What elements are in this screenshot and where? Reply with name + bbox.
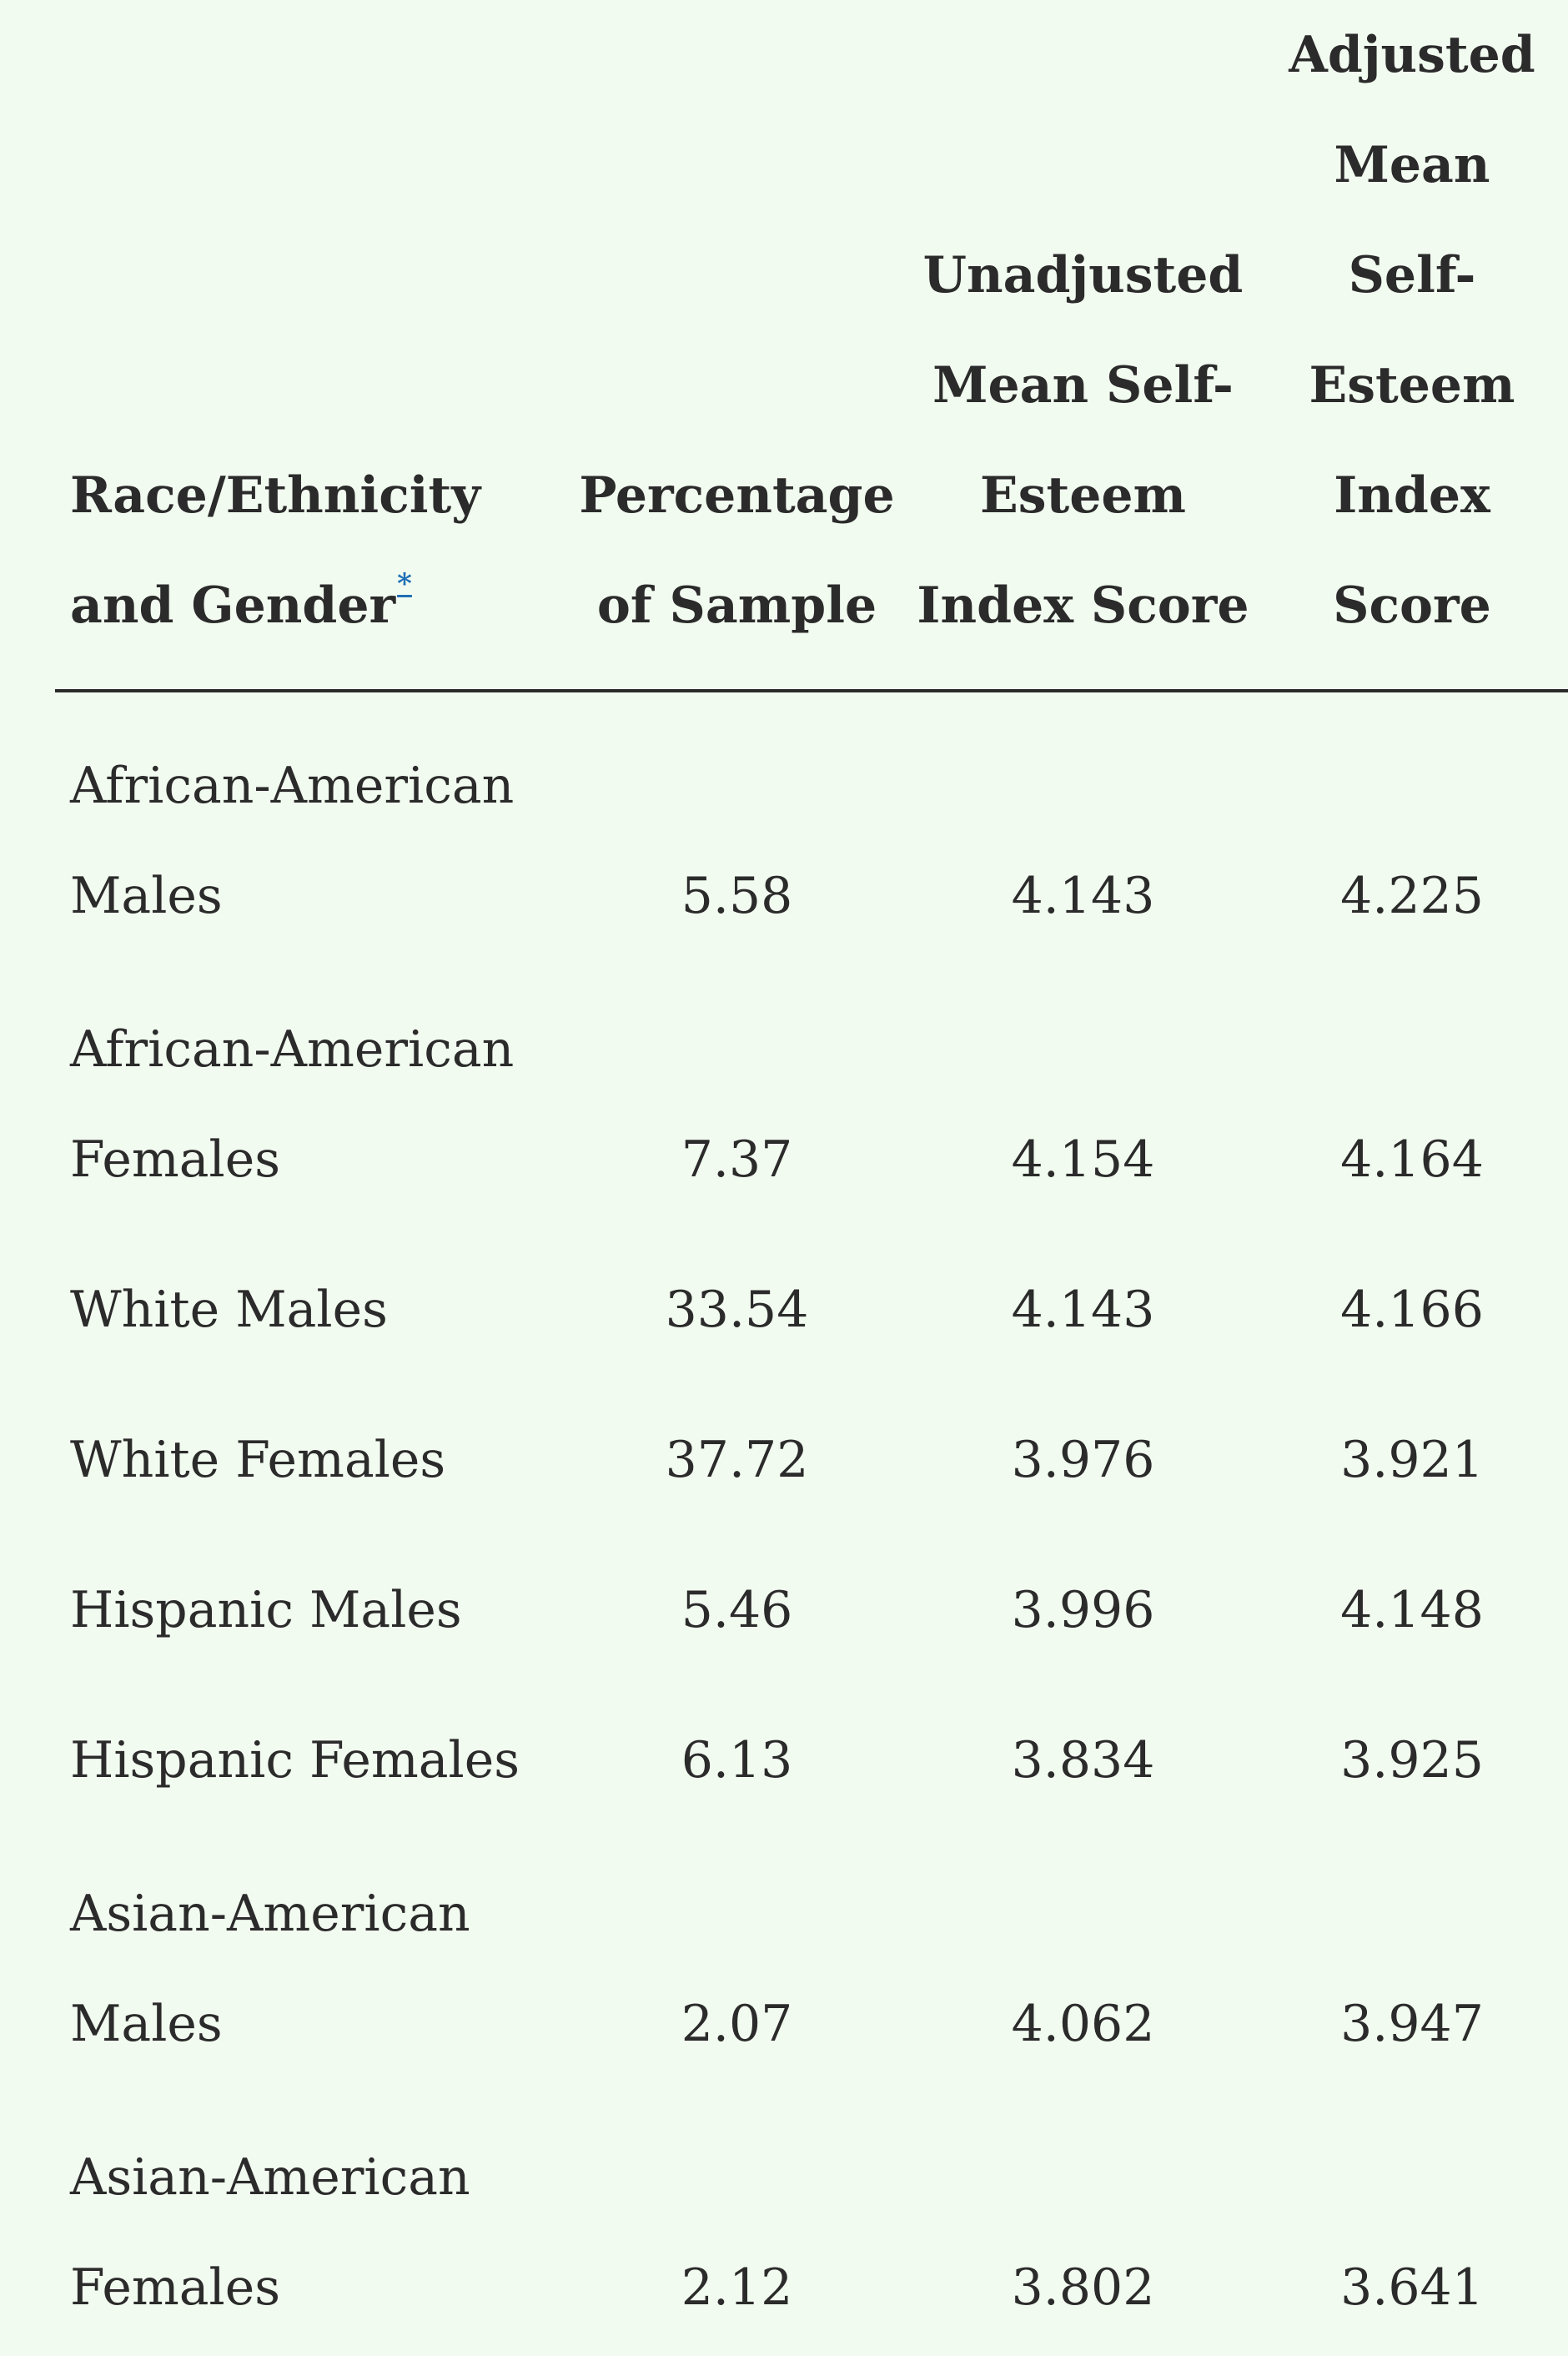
row-percentage: 7.37 [681, 1130, 793, 1189]
row-label: Asian-American Females [70, 2148, 470, 2317]
row-label: Hispanic Females [70, 1731, 520, 1790]
row-label: African-American Males [70, 757, 515, 925]
table-body: African-American Males 5.58 4.143 4.225 … [55, 691, 1568, 2356]
row-adjusted-score: 3.641 [1340, 2258, 1484, 2317]
row-adjusted-score: 3.947 [1340, 1995, 1484, 2053]
self-esteem-table: Race/Ethnicity and Gender* Percentage of… [55, 0, 1568, 2356]
row-unadjusted-score: 4.154 [1011, 1130, 1155, 1189]
row-adjusted-score: 4.225 [1340, 867, 1484, 925]
row-unadjusted-score: 3.802 [1011, 2258, 1155, 2317]
row-percentage: 6.13 [681, 1731, 793, 1790]
row-adjusted-score: 4.148 [1340, 1581, 1484, 1639]
row-percentage: 2.12 [681, 2258, 793, 2317]
table-row: White Females 37.72 3.976 3.921 [55, 1378, 1568, 1528]
row-adjusted-score: 4.164 [1340, 1130, 1484, 1189]
row-percentage: 5.46 [681, 1581, 793, 1639]
header-label-line1: Race/Ethnicity [70, 466, 481, 525]
table-row: White Males 33.54 4.143 4.166 [55, 1228, 1568, 1378]
table-row: Asian-American Males 2.07 4.062 3.947 [55, 1829, 1568, 2092]
header-adjusted-mean-score: Adjusted Mean Self-Esteem Index Score [1256, 0, 1568, 692]
row-unadjusted-score: 3.996 [1011, 1581, 1155, 1639]
header-row: Race/Ethnicity and Gender* Percentage of… [55, 0, 1568, 692]
row-unadjusted-score: 4.143 [1011, 1281, 1155, 1339]
row-unadjusted-score: 4.143 [1011, 867, 1155, 925]
row-label: White Males [70, 1281, 388, 1339]
table-row: African-American Males 5.58 4.143 4.225 [55, 691, 1568, 964]
header-label-line2: and Gender [70, 576, 396, 635]
row-label: Hispanic Males [70, 1581, 462, 1639]
row-adjusted-score: 4.166 [1340, 1281, 1484, 1339]
row-unadjusted-score: 4.062 [1011, 1995, 1155, 2053]
row-adjusted-score: 3.925 [1340, 1731, 1484, 1790]
row-label: White Females [70, 1431, 446, 1489]
table-row: Hispanic Females 6.13 3.834 3.925 [55, 1679, 1568, 1829]
header-race-ethnicity-gender: Race/Ethnicity and Gender* [55, 0, 564, 692]
table-row: Asian-American Females 2.12 3.802 3.641 [55, 2092, 1568, 2356]
row-label: African-American Females [70, 1020, 515, 1189]
row-percentage: 5.58 [681, 867, 793, 925]
table-row: African-American Females 7.37 4.154 4.16… [55, 964, 1568, 1228]
row-adjusted-score: 3.921 [1340, 1431, 1484, 1489]
table-header: Race/Ethnicity and Gender* Percentage of… [55, 0, 1568, 692]
row-percentage: 37.72 [665, 1431, 809, 1489]
page: Race/Ethnicity and Gender* Percentage of… [55, 0, 1568, 2317]
header-unadjusted-mean-score: Unadjusted Mean Self-Esteem Index Score [910, 0, 1256, 692]
row-unadjusted-score: 3.976 [1011, 1431, 1155, 1489]
footnote-link[interactable]: * [397, 567, 412, 601]
row-percentage: 2.07 [681, 1995, 793, 2053]
header-percentage-of-sample: Percentage of Sample [564, 0, 910, 692]
row-unadjusted-score: 3.834 [1011, 1731, 1155, 1790]
row-label: Asian-American Males [70, 1885, 470, 2053]
row-percentage: 33.54 [665, 1281, 809, 1339]
table-row: Hispanic Males 5.46 3.996 4.148 [55, 1528, 1568, 1679]
